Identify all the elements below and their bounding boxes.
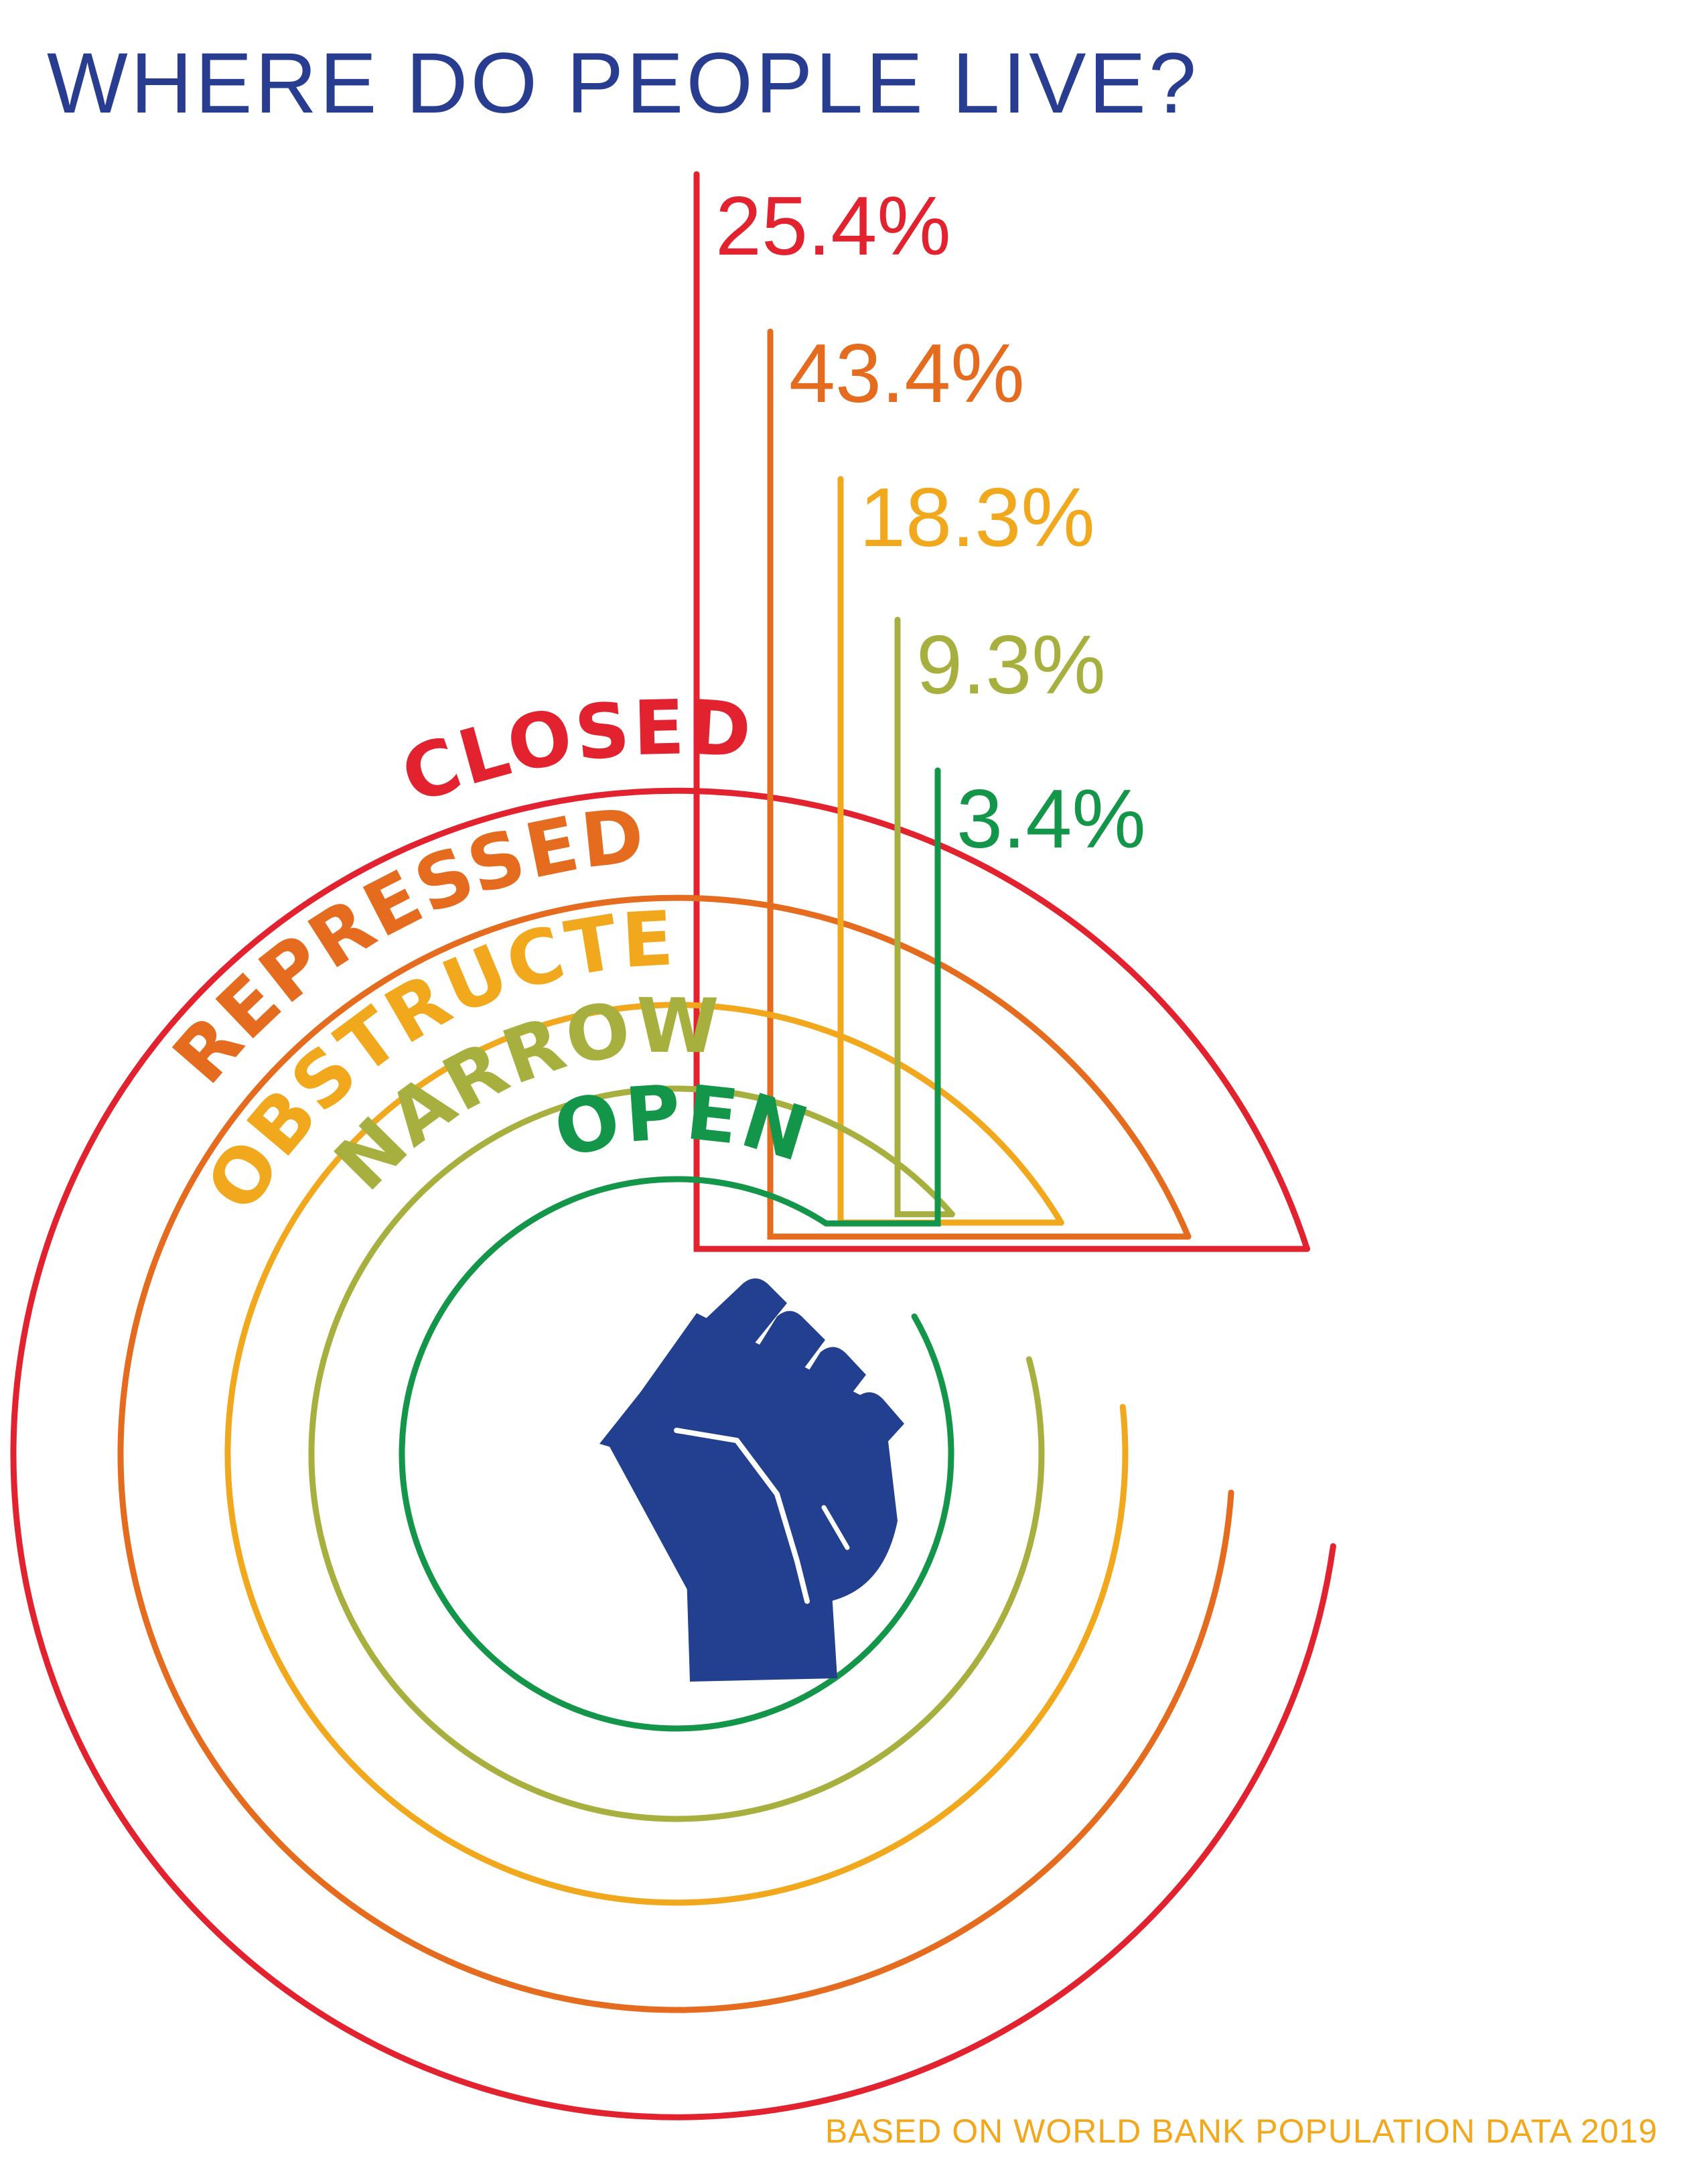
value-label-closed: 25.4% bbox=[715, 180, 951, 273]
value-connector-narrowed bbox=[894, 616, 955, 1217]
ring-arc-open bbox=[399, 1176, 954, 1732]
ring-arc-narrowed bbox=[308, 1085, 1045, 1822]
value-connector-open bbox=[823, 767, 941, 1227]
value-label-repressed: 43.4% bbox=[789, 328, 1025, 420]
series-layer: 25.4%CLOSED43.4%REPRESSED18.3%OBSTRUCTED… bbox=[0, 0, 1336, 2120]
value-connector-closed bbox=[693, 171, 1310, 1252]
ring-arc-obstructed bbox=[224, 1002, 1129, 1906]
value-label-obstructed: 18.3% bbox=[859, 472, 1095, 564]
ring-arc-closed bbox=[10, 787, 1336, 2120]
raised-fist-icon bbox=[599, 1278, 904, 1682]
value-connector-repressed bbox=[767, 328, 1192, 1240]
category-label-open: OPEN bbox=[545, 1069, 819, 1179]
ring-arc-repressed bbox=[117, 894, 1234, 2013]
source-note: BASED ON WORLD BANK POPULATION DATA 2019 bbox=[825, 2112, 1658, 2150]
value-label-open: 3.4% bbox=[956, 773, 1146, 866]
chart-title: WHERE DO PEOPLE LIVE? bbox=[47, 36, 1199, 131]
value-label-narrowed: 9.3% bbox=[916, 619, 1106, 712]
